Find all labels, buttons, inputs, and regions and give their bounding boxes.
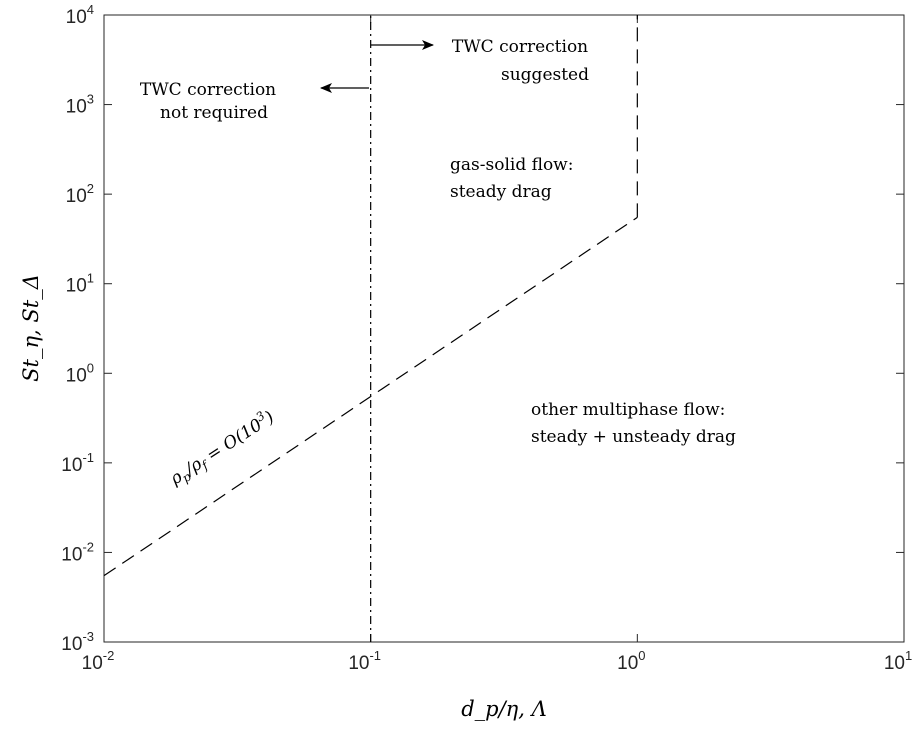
plot-frame: [103, 14, 905, 643]
x-axis-label: d_p/η, Λ: [461, 697, 547, 721]
y-tick-label: 100: [66, 360, 94, 386]
y-tick-label: 104: [66, 2, 94, 28]
annotation-suggested-line1: TWC correction: [452, 37, 588, 57]
y-tick-base: 10: [61, 455, 82, 476]
annotation-not-required-line1: TWC correction: [140, 80, 276, 100]
y-tick-label: 102: [66, 181, 94, 207]
y-tick-label: 10-2: [61, 539, 94, 565]
y-tick-base: 10: [66, 365, 87, 386]
x-tick-base: 10: [82, 653, 103, 674]
y-tick-exp: -2: [82, 539, 94, 554]
y-tick-base: 10: [66, 186, 87, 207]
x-tick-base: 10: [348, 653, 369, 674]
annotation-other-line2: steady + unsteady drag: [531, 427, 736, 447]
x-tick-exp: 1: [905, 648, 912, 663]
y-tick-base: 10: [66, 7, 87, 28]
x-tick-exp: 0: [638, 648, 645, 663]
x-tick-label: 101: [884, 648, 912, 674]
x-tick-exp: -1: [369, 648, 381, 663]
y-tick-base: 10: [66, 97, 87, 118]
x-tick-exp: -2: [103, 648, 115, 663]
y-tick-exp: 4: [87, 2, 94, 17]
annotation-suggested-line2: suggested: [501, 65, 589, 85]
y-axis-label: St_η, St_Δ: [19, 274, 43, 382]
y-tick-base: 10: [61, 544, 82, 565]
y-tick-label: 101: [66, 271, 94, 297]
y-tick-exp: 1: [87, 271, 94, 286]
y-tick-label: 10-1: [61, 450, 94, 476]
y-tick-exp: -1: [82, 450, 94, 465]
x-tick-base: 10: [884, 653, 905, 674]
y-tick-exp: 2: [87, 181, 94, 196]
x-axis-ticks: 10-2 10-1 100 101: [82, 15, 912, 674]
annotation-not-required-line2: not required: [160, 103, 268, 123]
x-tick-label: 10-1: [348, 648, 381, 674]
annotation-gas-solid-line2: steady drag: [450, 182, 552, 202]
annotation-gas-solid-line1: gas-solid flow:: [450, 155, 573, 175]
y-tick-exp: 3: [87, 92, 94, 107]
y-tick-base: 10: [66, 276, 87, 297]
y-tick-base: 10: [61, 634, 82, 655]
y-tick-exp: 0: [87, 360, 94, 375]
y-tick-label: 10-3: [61, 629, 94, 655]
annotation-other-line1: other multiphase flow:: [531, 400, 725, 420]
x-tick-base: 10: [617, 653, 638, 674]
series-line-dashed-0: [103, 216, 638, 577]
series-layer: [103, 15, 638, 642]
x-tick-label: 10-2: [82, 648, 115, 674]
y-tick-exp: -3: [82, 629, 94, 644]
x-tick-label: 100: [617, 648, 645, 674]
y-tick-label: 103: [66, 92, 94, 118]
